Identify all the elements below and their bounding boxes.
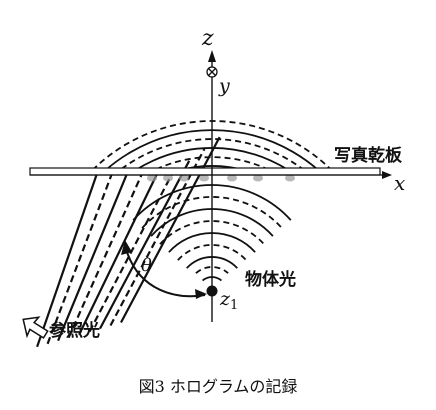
- incident-wavefront: [141, 196, 283, 229]
- angle-arc-arrow: [126, 251, 206, 298]
- reference-wavefronts: [36, 136, 221, 348]
- source-label-main: z: [219, 288, 231, 310]
- interference-spot: [285, 174, 295, 182]
- reference-wavefront: [78, 169, 160, 336]
- z-axis-arrowhead: [208, 50, 216, 62]
- angle-arc-arrowhead-bottom: [195, 289, 207, 299]
- plate-label: 写真乾板: [334, 145, 403, 166]
- photographic-plate: [29, 167, 381, 176]
- circle-cross-icon: [206, 66, 218, 78]
- object-light-label: 物体光: [245, 269, 296, 290]
- x-axis-arrowhead: [382, 171, 392, 179]
- interference-pattern: [147, 174, 295, 182]
- reference-wavefront: [99, 160, 191, 330]
- y-axis-label: y: [218, 75, 230, 97]
- object-point-source: [206, 285, 218, 297]
- interference-spot: [227, 174, 237, 182]
- angle-label: θ: [141, 255, 152, 276]
- interference-spot: [163, 174, 173, 182]
- interference-spot: [147, 174, 157, 182]
- source-label-subscript: 1: [230, 298, 238, 313]
- reference-wavefront: [57, 169, 130, 342]
- z-axis-label: z: [201, 26, 214, 51]
- reference-wavefront: [36, 169, 100, 348]
- angle-arc-arrowhead-top: [121, 240, 132, 255]
- reference-light-label: 参照光: [49, 320, 100, 341]
- incident-wavefront: [159, 220, 265, 245]
- figure-caption: 図3 ホログラムの記録: [139, 377, 298, 396]
- reference-wavefront: [67, 169, 145, 339]
- reference-wavefront: [88, 169, 176, 333]
- reference-wavefront: [46, 169, 115, 345]
- interference-spot: [179, 174, 189, 182]
- hollow-arrow-icon: [22, 316, 49, 339]
- source-label: z1: [219, 288, 238, 313]
- incident-wavefront: [195, 266, 229, 274]
- interference-spot: [253, 174, 263, 182]
- interference-spot: [199, 174, 209, 182]
- x-axis-label: x: [394, 171, 405, 195]
